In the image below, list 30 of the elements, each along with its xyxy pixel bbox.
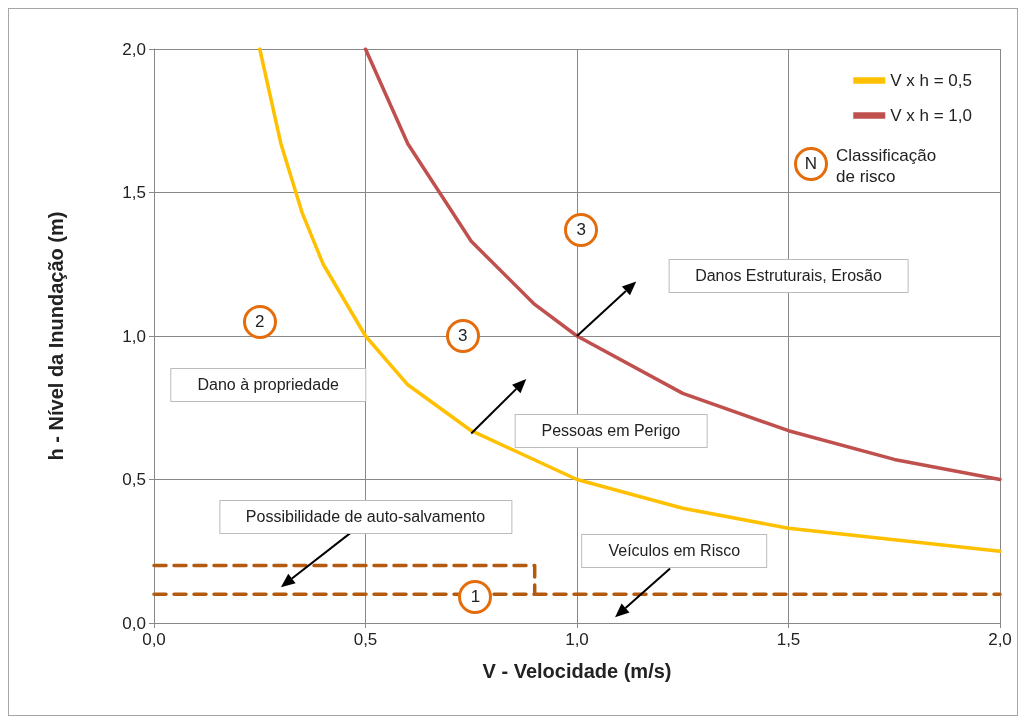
y-axis-title: h - Nível da Inundação (m) [45,211,67,461]
y-tick-label: 2,0 [122,39,146,59]
x-axis-title: V - Velocidade (m/s) [482,660,672,682]
annotation: 1 [458,580,493,615]
legend-label: V x h = 0,5 [890,71,972,90]
legend-label: V x h = 1,0 [890,106,972,125]
x-tick-label: 0,0 [142,630,166,649]
annotation: Dano à propriedade [197,375,339,393]
text-box: Pessoas em Perigo [514,413,708,448]
x-tick-label: 0,5 [353,630,378,649]
text-box: Danos Estruturais, Erosão [668,258,909,293]
y-tick-label: 0,5 [122,470,146,489]
annotation: Possibilidade de auto-salvamento [245,507,486,525]
y-tick-label: 1,5 [122,183,146,202]
annotation: Veículos em Risco [608,542,741,560]
annotation: N [794,147,828,181]
annotation: 3 [564,212,599,247]
y-tick-label: 1,0 [122,326,146,346]
annotation: 2 [242,304,277,339]
annotation: 3 [445,319,480,353]
text-box: Possibilidade de auto-salvamento [218,499,513,534]
annotation: Classificação de risco [836,145,938,187]
x-tick-label: 1,0 [565,630,589,649]
text-box: Dano à propriedade [170,367,366,402]
annotation: Pessoas em Perigo [541,421,681,439]
x-tick-label: 2,0 [988,630,1012,649]
x-tick-label: 1,5 [776,630,801,649]
text-box: Veículos em Risco [581,534,768,569]
annotation: Danos Estruturais, Erosão [695,266,882,284]
y-tick-label: 0,0 [122,613,146,633]
